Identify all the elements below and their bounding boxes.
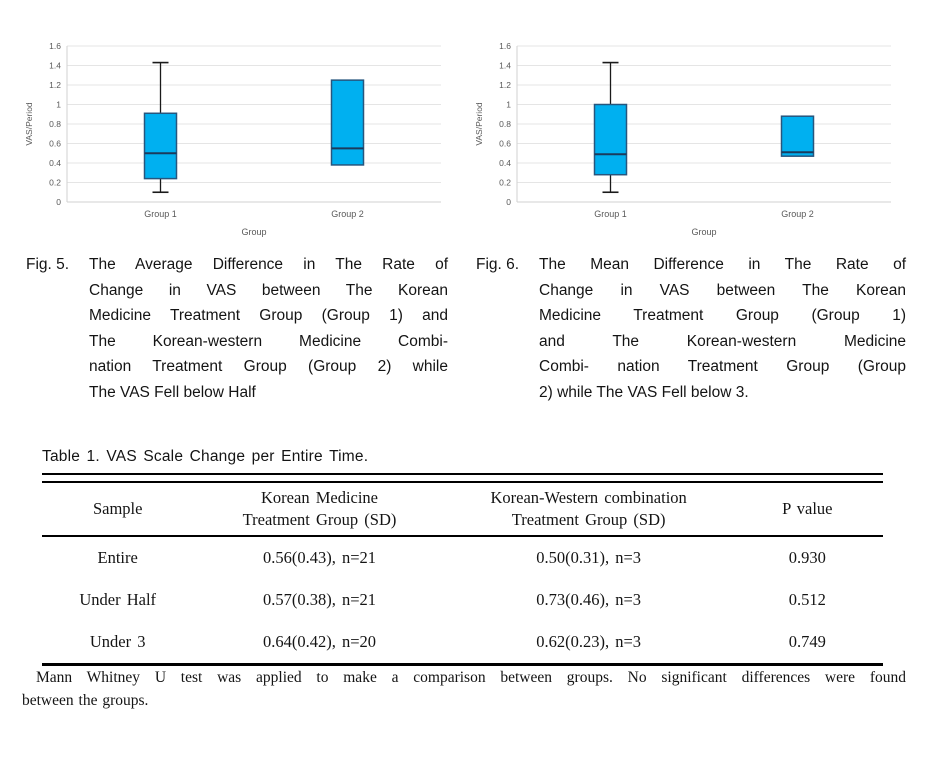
y-tick-label: 0.6 [499, 138, 511, 148]
header-line: Sample [92, 499, 143, 518]
y-tick-label: 1.2 [499, 80, 511, 90]
footnote-line: Mann Whitney U test was applied to make … [36, 669, 906, 686]
caption-line: The VAS Fell below Half [89, 383, 256, 401]
y-tick-label: 0 [56, 197, 61, 207]
y-tick-label: 1.4 [49, 60, 61, 70]
table-top-rule [42, 473, 883, 483]
fig6-boxplot-svg: 0 0.2 0.4 0.6 0.8 1 1.2 1.4 1.6 VAS/Period Group Gr… [474, 41, 891, 237]
header-line: Korean Medicine [261, 488, 379, 507]
cell-combination: 0.73(0.46), n=3 [536, 590, 642, 609]
cell-korean: 0.64(0.42), n=20 [263, 632, 377, 651]
fig6-caption: Fig. 6. The Mean Difference in The Rate … [476, 252, 906, 405]
y-tick-label: 0.4 [499, 158, 511, 168]
footnote-line: between the groups. [22, 692, 149, 709]
table-title: Table 1. VAS Scale Change per Entire Tim… [42, 448, 369, 465]
box [330, 79, 365, 166]
y-axis-title: VAS/Period [474, 102, 484, 146]
header-line: Treatment Group (SD) [511, 510, 666, 529]
cell-sample: Under 3 [89, 632, 146, 651]
table-header-row: Sample Korean Medicine Treatment Group (… [42, 483, 883, 535]
caption-line: Change in VAS between The Korean [539, 281, 906, 299]
caption-line: 2) while The VAS Fell below 3. [539, 383, 749, 401]
caption-line: Medicine Treatment Group (Group 1) and [89, 307, 448, 324]
fig5-caption-text: The Average Difference in The Rate of Ch… [89, 252, 448, 405]
caption-line: The Average Difference in The Rate of [89, 256, 448, 273]
cell-combination: 0.62(0.23), n=3 [536, 632, 642, 651]
table-1: Table 1. VAS Scale Change per Entire Tim… [42, 448, 883, 666]
y-tick-label: 1 [56, 99, 61, 109]
category-label: Group 1 [144, 209, 177, 219]
cell-sample: Under Half [79, 590, 157, 609]
y-tick-label: 0.4 [49, 158, 61, 168]
cell-p-value: 0.749 [788, 632, 826, 651]
caption-line: The Korean-western Medicine Combi- [89, 332, 448, 350]
y-tick-label: 1.6 [49, 41, 61, 51]
header-line: Treatment Group (SD) [242, 510, 397, 529]
table-row: Under Half 0.57(0.38), n=21 0.73(0.46), … [42, 579, 883, 621]
y-tick-label: 0.2 [49, 177, 61, 187]
cell-korean: 0.57(0.38), n=21 [263, 590, 377, 609]
table-row: Entire 0.56(0.43), n=21 0.50(0.31), n=3 … [42, 537, 883, 579]
category-label: Group 2 [331, 209, 364, 219]
x-axis-title: Group [241, 227, 266, 237]
caption-line: The Mean Difference in The Rate of [539, 256, 906, 273]
y-axis-title: VAS/Period [24, 102, 34, 146]
caption-line: nation Treatment Group (Group 2) while [89, 358, 448, 375]
caption-line: Change in VAS between The Korean [89, 281, 448, 299]
fig5-caption-label: Fig. 5. [26, 256, 70, 273]
y-tick-label: 1.2 [49, 80, 61, 90]
fig5-caption: Fig. 5. The Average Difference in The Ra… [26, 252, 448, 405]
cell-combination: 0.50(0.31), n=3 [536, 548, 642, 567]
cell-korean: 0.56(0.43), n=21 [263, 548, 377, 567]
box [143, 112, 178, 180]
header-sample: Sample [42, 483, 193, 535]
caption-line: and The Korean-western Medicine [539, 332, 906, 350]
fig5-boxplot-svg: 0 0.2 0.4 0.6 0.8 1 1.2 1.4 1.6 VAS/Period Group Gr… [24, 41, 441, 237]
y-tick-label: 1 [506, 99, 511, 109]
box [593, 103, 628, 176]
header-line: Korean-Western combination [490, 488, 687, 507]
category-label: Group 2 [781, 209, 814, 219]
y-tick-label: 0.6 [49, 138, 61, 148]
header-line: P value [782, 499, 833, 518]
cell-p-value: 0.512 [788, 590, 826, 609]
fig6-caption-text: The Mean Difference in The Rate of Chang… [539, 252, 906, 405]
table-footnote: Mann Whitney U test was applied to make … [22, 666, 906, 712]
y-tick-label: 1.4 [499, 60, 511, 70]
y-tick-label: 0 [506, 197, 511, 207]
y-tick-label: 0.8 [499, 119, 511, 129]
header-p-value: P value [732, 483, 883, 535]
y-tick-label: 0.2 [499, 177, 511, 187]
category-label: Group 1 [594, 209, 627, 219]
y-tick-label: 1.6 [499, 41, 511, 51]
table-header-rule [42, 535, 883, 537]
fig6-chart: 0 0.2 0.4 0.6 0.8 1 1.2 1.4 1.6 VAS/Period Group Gr… [470, 36, 894, 241]
caption-line: Combi- nation Treatment Group (Group [539, 358, 906, 375]
fig5-chart: 0 0.2 0.4 0.6 0.8 1 1.2 1.4 1.6 VAS/Period Group Gr… [20, 36, 444, 241]
y-tick-label: 0.8 [49, 119, 61, 129]
header-korean-group: Korean Medicine Treatment Group (SD) [193, 483, 445, 535]
table-row: Under 3 0.64(0.42), n=20 0.62(0.23), n=3… [42, 621, 883, 663]
x-axis-title: Group [691, 227, 716, 237]
fig6-caption-label: Fig. 6. [476, 256, 520, 273]
table-bottom-rule [42, 663, 883, 666]
header-combination-group: Korean-Western combination Treatment Gro… [446, 483, 732, 535]
cell-sample: Entire [97, 548, 138, 567]
box [780, 115, 815, 157]
caption-line: Medicine Treatment Group (Group 1) [539, 307, 906, 324]
cell-p-value: 0.930 [788, 548, 826, 567]
